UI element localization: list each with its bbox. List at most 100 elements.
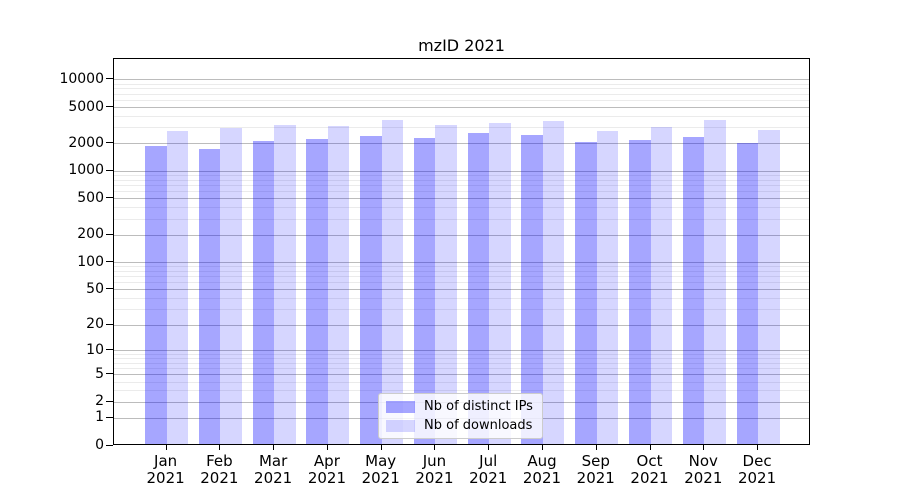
bar-downloads (166, 131, 189, 444)
x-axis-tick (703, 445, 705, 450)
x-tick-label: Jun 2021 (402, 453, 466, 487)
y-tick-label: 10000 (59, 70, 104, 87)
y-axis-tick (106, 169, 113, 171)
x-tick-label-line: Jul (479, 452, 498, 470)
y-tick-label: 2000 (68, 134, 104, 151)
x-tick-label-line: 2021 (361, 469, 400, 487)
grid-line-major (114, 234, 809, 236)
bar-downloads (220, 128, 242, 444)
x-tick-label-line: Mar (258, 452, 288, 470)
grid-line-minor (114, 191, 809, 193)
legend-label: Nb of distinct IPs (424, 399, 533, 414)
x-tick-label-line: Jan (154, 452, 178, 470)
y-tick-label: 100 (77, 253, 104, 270)
bar-distinct-ips (360, 135, 382, 444)
bar-distinct-ips (575, 142, 597, 444)
grid-line-minor (114, 93, 809, 95)
x-axis-tick (165, 445, 167, 450)
x-tick-label: Oct 2021 (618, 453, 682, 487)
y-tick-label: 500 (77, 189, 104, 206)
x-tick-label-line: Aug (527, 452, 557, 470)
x-tick-label: May 2021 (349, 453, 413, 487)
bar-downloads (650, 126, 673, 444)
y-tick-label: 1000 (68, 162, 104, 179)
x-tick-label-line: 2021 (522, 469, 562, 487)
x-axis-tick (541, 445, 543, 450)
grid-line-minor (114, 83, 809, 85)
grid-line-minor (114, 99, 809, 101)
y-axis-tick (106, 78, 113, 80)
bar-downloads (381, 119, 404, 444)
x-tick-label-line: 2021 (630, 469, 669, 487)
x-tick-label-line: 2021 (254, 469, 293, 487)
x-tick-label: Apr 2021 (295, 453, 359, 487)
x-axis-tick (434, 445, 436, 450)
x-tick-label-line: 2021 (576, 469, 615, 487)
x-axis-tick (488, 445, 490, 450)
plot-area: Nb of distinct IPs Nb of downloads (113, 58, 810, 445)
grid-line-minor (114, 127, 809, 129)
bar-downloads (758, 130, 780, 444)
y-tick-label: 20 (86, 316, 104, 333)
bar-distinct-ips (467, 133, 490, 444)
bar-downloads (542, 121, 565, 444)
y-axis-tick (106, 373, 113, 375)
legend: Nb of distinct IPs Nb of downloads (378, 393, 543, 439)
y-axis-tick (106, 261, 113, 263)
x-axis-tick (757, 445, 759, 450)
x-tick-label-line: 2021 (737, 469, 777, 487)
bar-distinct-ips (521, 134, 543, 444)
grid-line-minor (114, 297, 809, 299)
x-tick-label-line: Apr (313, 452, 340, 470)
x-tick-label-line: 2021 (146, 469, 185, 487)
y-axis-tick (106, 197, 113, 199)
x-tick-label: Feb 2021 (187, 453, 251, 487)
x-tick-label-line: Nov (688, 452, 718, 470)
x-axis-tick (273, 445, 275, 450)
y-tick-label: 10 (86, 341, 104, 358)
x-tick-label-line: 2021 (307, 469, 346, 487)
bar-distinct-ips (629, 140, 651, 444)
grid-line-minor (114, 115, 809, 117)
grid-line-major (114, 324, 809, 326)
grid-line-minor (114, 270, 809, 272)
grid-line-major (114, 350, 809, 352)
y-tick-label: 50 (86, 280, 104, 297)
bar-distinct-ips (198, 149, 221, 444)
bar-distinct-ips (145, 146, 167, 444)
y-tick-label: 2 (95, 393, 104, 410)
y-tick-label: 1 (95, 409, 104, 426)
grid-line-minor (114, 276, 809, 278)
x-tick-label: Mar 2021 (241, 453, 305, 487)
y-axis-tick (106, 323, 113, 325)
grid-line-minor (114, 390, 809, 392)
y-tick-label: 5000 (68, 98, 104, 115)
grid-line-major (114, 107, 809, 109)
grid-line-minor (114, 381, 809, 383)
bar-distinct-ips (682, 136, 705, 444)
bar-downloads (596, 131, 619, 444)
x-axis-tick (326, 445, 328, 450)
y-axis-tick (106, 444, 113, 446)
x-axis-tick (219, 445, 221, 450)
grid-line-minor (114, 218, 809, 220)
bar-downloads (435, 124, 457, 444)
grid-line-minor (114, 282, 809, 284)
x-tick-label-line: Jun (422, 452, 447, 470)
legend-item: Nb of downloads (386, 418, 533, 433)
bar-downloads (274, 124, 296, 444)
x-tick-label-line: 2021 (469, 469, 508, 487)
chart-title: mzID 2021 (418, 36, 505, 55)
grid-line-minor (114, 175, 809, 177)
x-tick-label-line: 2021 (415, 469, 454, 487)
bar-distinct-ips (306, 138, 328, 444)
grid-line-major (114, 143, 809, 145)
y-tick-label: 5 (95, 365, 104, 382)
x-tick-label-line: May (365, 452, 397, 470)
bar-downloads (704, 119, 726, 444)
legend-item: Nb of distinct IPs (386, 399, 533, 414)
x-tick-label-line: Feb (206, 452, 233, 470)
y-tick-label: 200 (77, 226, 104, 243)
grid-line-major (114, 262, 809, 264)
bar-distinct-ips (252, 140, 275, 444)
